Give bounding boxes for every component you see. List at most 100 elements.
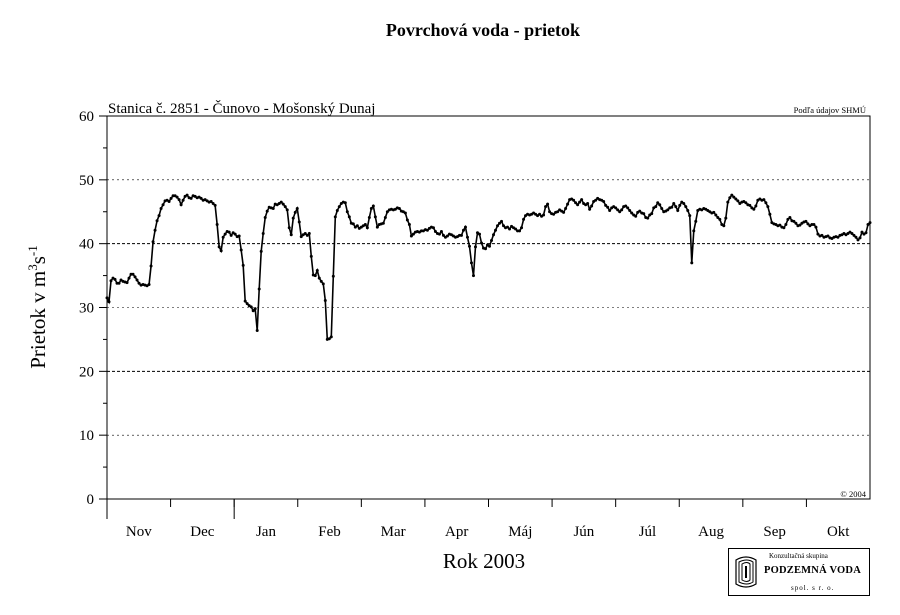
data-point bbox=[494, 228, 498, 232]
data-point bbox=[694, 219, 698, 223]
y-tick-label: 40 bbox=[79, 237, 94, 253]
data-point bbox=[233, 232, 237, 236]
data-point bbox=[295, 207, 299, 211]
y-axis-label-sup1: 3 bbox=[25, 264, 40, 271]
y-tick-label: 60 bbox=[79, 109, 94, 125]
data-point bbox=[289, 233, 293, 237]
y-axis-label: Prietok v m3s-1 bbox=[25, 245, 50, 369]
data-point bbox=[628, 208, 632, 212]
data-point bbox=[734, 197, 738, 201]
data-point bbox=[405, 218, 409, 222]
data-point bbox=[744, 201, 748, 205]
data-point bbox=[199, 196, 203, 200]
x-tick-label: Okt bbox=[827, 524, 850, 540]
data-point bbox=[279, 200, 283, 204]
x-tick-label: Nov bbox=[126, 524, 152, 540]
data-point bbox=[127, 276, 131, 280]
data-point bbox=[383, 216, 387, 219]
data-point bbox=[594, 198, 598, 202]
data-point bbox=[109, 279, 113, 283]
data-point bbox=[684, 205, 688, 209]
data-point bbox=[522, 217, 526, 221]
data-point bbox=[858, 236, 862, 240]
x-tick-label: Jan bbox=[256, 524, 276, 540]
data-point bbox=[692, 229, 696, 233]
data-point bbox=[153, 228, 157, 232]
data-point bbox=[479, 241, 483, 245]
data-point bbox=[538, 212, 542, 216]
data-point bbox=[161, 203, 165, 207]
data-point bbox=[498, 221, 502, 225]
data-point bbox=[682, 201, 686, 205]
data-point bbox=[441, 233, 445, 237]
data-point bbox=[223, 232, 227, 236]
data-point bbox=[812, 223, 816, 227]
data-point bbox=[365, 226, 369, 230]
data-point bbox=[319, 279, 323, 283]
data-point bbox=[307, 231, 311, 235]
data-point bbox=[331, 274, 335, 278]
x-axis: Nov Dec Jan Feb Mar Apr Máj Jún Júl Aug Sep Okt bbox=[106, 499, 850, 540]
data-point bbox=[736, 199, 740, 203]
data-point bbox=[333, 215, 337, 219]
chart-title: Povrchová voda - prietok bbox=[386, 20, 580, 40]
data-point bbox=[656, 201, 660, 205]
data-point bbox=[630, 211, 634, 215]
data-point bbox=[469, 261, 473, 265]
data-point bbox=[508, 227, 512, 231]
data-point bbox=[253, 307, 257, 311]
data-point bbox=[754, 204, 758, 208]
data-point bbox=[385, 210, 389, 214]
x-tick-label: Sep bbox=[763, 524, 786, 540]
data-point bbox=[131, 272, 135, 276]
data-point bbox=[726, 200, 730, 204]
data-point bbox=[544, 205, 548, 209]
data-point bbox=[305, 233, 309, 237]
logo-line1: Konzultačná skupina bbox=[769, 552, 828, 560]
data-point bbox=[624, 204, 628, 208]
data-point bbox=[670, 205, 674, 209]
data-point bbox=[303, 231, 307, 235]
data-point bbox=[327, 337, 331, 341]
data-point bbox=[854, 235, 858, 239]
data-point bbox=[185, 193, 189, 197]
data-point bbox=[461, 228, 465, 232]
data-point bbox=[542, 213, 546, 217]
data-point bbox=[133, 275, 137, 279]
data-point bbox=[373, 215, 377, 219]
data-point bbox=[748, 203, 752, 207]
data-point bbox=[572, 198, 576, 202]
data-point bbox=[283, 205, 287, 209]
data-point bbox=[730, 193, 734, 197]
data-point bbox=[409, 234, 413, 238]
x-tick-label: Máj bbox=[508, 524, 532, 540]
data-point bbox=[465, 235, 469, 239]
data-point bbox=[714, 213, 718, 217]
data-point bbox=[403, 211, 407, 215]
data-point bbox=[287, 226, 291, 230]
data-point bbox=[315, 268, 319, 272]
y-axis-label-main: Prietok v m bbox=[26, 271, 50, 369]
data-point bbox=[375, 225, 379, 229]
data-point bbox=[343, 201, 347, 205]
series-markers bbox=[105, 193, 872, 341]
data-point bbox=[654, 205, 658, 209]
data-point bbox=[814, 225, 818, 229]
data-point bbox=[866, 223, 870, 227]
data-point bbox=[496, 224, 500, 228]
data-point bbox=[602, 200, 606, 204]
data-point bbox=[381, 221, 385, 225]
data-point bbox=[678, 203, 682, 207]
data-point bbox=[219, 249, 223, 253]
data-point bbox=[580, 198, 584, 202]
data-point bbox=[347, 215, 351, 219]
data-point bbox=[285, 208, 289, 212]
data-point bbox=[552, 212, 556, 216]
data-point bbox=[620, 208, 624, 212]
data-point bbox=[716, 216, 720, 219]
data-point bbox=[113, 277, 117, 281]
data-point bbox=[766, 205, 770, 209]
logo-mark-icon bbox=[735, 556, 757, 588]
data-point bbox=[646, 216, 650, 220]
